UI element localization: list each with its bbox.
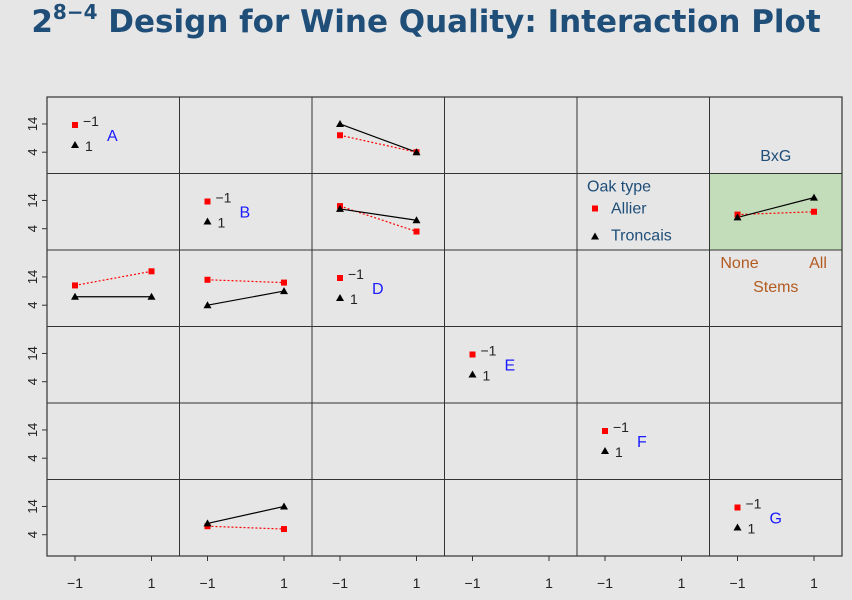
x-tick-label: −1 xyxy=(465,575,481,591)
point-plus xyxy=(412,148,421,156)
diag-minus-label: −1 xyxy=(746,496,762,512)
x-tick-label: 1 xyxy=(810,575,818,591)
point-plus xyxy=(280,287,288,295)
y-tick-label: 4 xyxy=(25,455,40,462)
annotation-x-level: None xyxy=(720,255,758,272)
factor-label: A xyxy=(107,128,118,145)
point-plus xyxy=(412,216,421,224)
x-tick-label: 1 xyxy=(148,575,156,591)
diag-plus-marker xyxy=(71,141,79,148)
highlight-panel xyxy=(709,173,842,250)
y-tick-label: 4 xyxy=(25,149,40,156)
point-minus xyxy=(337,132,343,139)
diag-plus-label: 1 xyxy=(85,138,93,154)
point-plus xyxy=(336,204,344,212)
diag-plus-marker xyxy=(733,523,742,531)
point-plus xyxy=(203,519,212,527)
point-plus xyxy=(71,292,79,300)
factor-label: G xyxy=(770,511,782,528)
diag-plus-label: 1 xyxy=(350,291,358,307)
diag-plus-label: 1 xyxy=(748,521,756,537)
legend-title: Oak type xyxy=(587,179,651,196)
series-line-minus xyxy=(207,279,285,284)
factor-label: B xyxy=(240,205,251,222)
point-plus xyxy=(336,119,344,127)
annotation-x-label: Stems xyxy=(753,279,798,296)
point-minus xyxy=(811,208,817,215)
diag-minus-marker xyxy=(72,122,78,128)
y-tick-label: 14 xyxy=(25,270,40,284)
diag-minus-marker xyxy=(337,275,343,281)
x-tick-label: −1 xyxy=(730,575,746,591)
series-line-minus xyxy=(207,525,285,530)
annotation-label: BxG xyxy=(760,148,791,165)
x-tick-label: −1 xyxy=(67,575,83,591)
factor-label: D xyxy=(372,281,384,298)
x-tick-label: 1 xyxy=(545,575,553,591)
title-text: Design for Wine Quality: Interaction Plo… xyxy=(108,4,821,40)
point-minus xyxy=(72,282,78,289)
series-line-plus xyxy=(339,208,417,221)
diag-minus-label: −1 xyxy=(481,343,497,359)
y-tick-label: 4 xyxy=(25,531,40,538)
point-minus xyxy=(204,276,211,283)
point-plus xyxy=(147,292,156,300)
diag-plus-marker xyxy=(336,294,344,301)
y-tick-label: 14 xyxy=(25,423,40,437)
y-tick-label: 14 xyxy=(25,193,40,207)
point-minus xyxy=(148,268,155,275)
diag-minus-marker xyxy=(602,428,608,434)
diag-minus-label: −1 xyxy=(83,113,99,129)
title-exponent: 8−4 xyxy=(52,0,98,24)
point-minus xyxy=(413,228,420,235)
legend-entry-label: Troncais xyxy=(611,228,672,245)
series-line-minus xyxy=(339,134,417,153)
diag-plus-marker xyxy=(468,370,477,378)
title-base: 2 xyxy=(31,4,53,40)
legend-marker xyxy=(591,232,599,240)
series-line-plus xyxy=(207,290,285,306)
point-plus xyxy=(810,193,818,201)
series-line-minus xyxy=(74,270,152,287)
legend-marker xyxy=(592,205,598,212)
diag-plus-label: 1 xyxy=(483,368,491,384)
y-tick-label: 4 xyxy=(25,302,40,309)
factor-label: F xyxy=(637,434,647,451)
chart-title: 28−4 Design for Wine Quality: Interactio… xyxy=(0,0,852,40)
x-tick-label: 1 xyxy=(280,575,288,591)
x-tick-label: −1 xyxy=(332,575,348,591)
diag-minus-marker xyxy=(469,351,476,358)
diag-minus-marker xyxy=(734,504,741,511)
y-tick-label: 4 xyxy=(25,225,40,232)
diag-minus-label: −1 xyxy=(613,419,629,435)
point-plus xyxy=(280,502,288,510)
series-line-plus xyxy=(207,505,285,524)
point-minus xyxy=(281,526,287,533)
factor-label: E xyxy=(505,358,516,375)
point-minus xyxy=(281,279,287,286)
series-line-plus xyxy=(737,197,815,218)
annotation-x-level: All xyxy=(809,255,827,272)
x-tick-label: −1 xyxy=(200,575,216,591)
y-tick-label: 14 xyxy=(25,346,40,360)
y-tick-label: 4 xyxy=(25,378,40,385)
series-line-plus xyxy=(339,123,417,153)
x-tick-label: 1 xyxy=(678,575,686,591)
y-tick-label: 14 xyxy=(25,499,40,513)
x-tick-label: −1 xyxy=(597,575,613,591)
point-plus xyxy=(733,213,742,221)
diag-plus-marker xyxy=(203,217,212,225)
x-tick-label: 1 xyxy=(413,575,421,591)
legend-entry-label: Allier xyxy=(611,201,647,218)
diag-plus-label: 1 xyxy=(615,444,623,460)
diag-minus-label: −1 xyxy=(216,190,232,206)
diag-plus-marker xyxy=(601,447,609,454)
y-tick-label: 14 xyxy=(25,117,40,131)
point-plus xyxy=(203,301,212,309)
diag-plus-label: 1 xyxy=(218,215,226,231)
diag-minus-marker xyxy=(204,198,211,205)
diag-minus-label: −1 xyxy=(348,266,364,282)
